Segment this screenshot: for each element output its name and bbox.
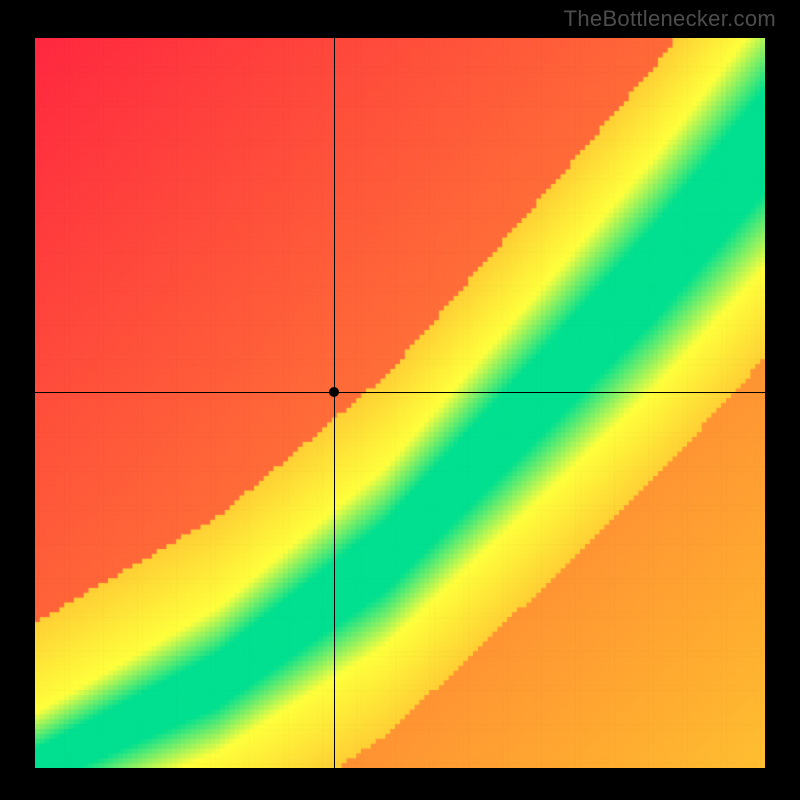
figure-container: TheBottlenecker.com [0,0,800,800]
watermark-text: TheBottlenecker.com [564,6,776,32]
plot-area [35,38,765,768]
crosshair-marker [329,387,339,397]
heatmap-canvas [35,38,765,768]
crosshair-vertical [334,38,335,768]
crosshair-horizontal [35,392,765,393]
